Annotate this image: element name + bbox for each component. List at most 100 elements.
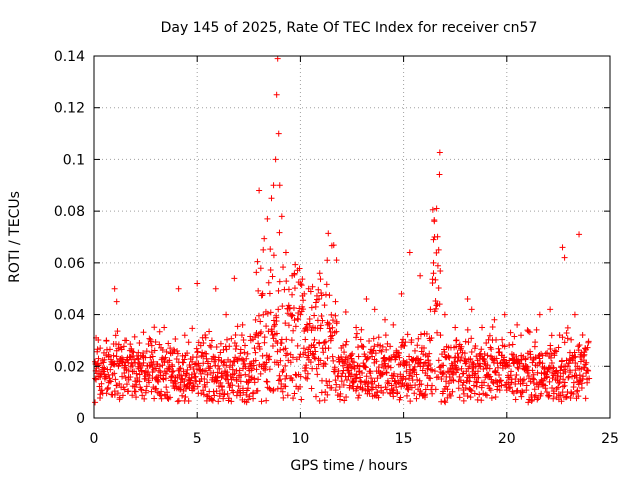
data-point [531,393,538,400]
data-point [153,385,160,392]
data-point [555,380,562,387]
data-point [519,388,526,395]
data-point [101,365,108,372]
data-point [317,276,324,283]
data-point [516,360,523,367]
data-point [340,382,347,389]
data-point [355,394,362,401]
data-point [152,338,159,345]
data-point [277,376,284,383]
data-point [420,351,427,358]
data-point [485,382,492,389]
data-point [441,398,448,405]
data-point [302,374,309,381]
data-point [158,395,165,402]
data-point [134,355,141,362]
data-point [398,290,405,297]
data-point [274,55,281,62]
data-point [113,298,120,305]
data-point [426,360,433,367]
data-point [533,326,540,333]
data-point [528,397,535,404]
data-point [229,382,236,389]
data-point [568,336,575,343]
data-point [549,369,556,376]
data-point [114,390,121,397]
y-tick-label: 0 [76,411,85,427]
data-point [342,308,349,315]
data-point [270,252,277,259]
data-point [236,367,243,374]
data-point [476,391,483,398]
data-point [430,270,437,277]
data-point [200,353,207,360]
data-point [395,361,402,368]
data-point [454,367,461,374]
data-point [323,281,330,288]
data-point [522,355,529,362]
data-point [302,336,309,343]
data-point [383,346,390,353]
data-point [548,360,555,367]
data-point [548,351,555,358]
data-point [299,276,306,283]
data-point [543,388,550,395]
data-point [112,376,119,383]
data-point [435,374,442,381]
data-point [151,347,158,354]
data-point [277,346,284,353]
data-point [304,321,311,328]
data-point [436,149,443,156]
data-point [549,385,556,392]
data-point [576,231,583,238]
data-point [282,320,289,327]
data-point [499,336,506,343]
data-point [390,321,397,328]
data-point [452,324,459,331]
data-point [492,369,499,376]
data-point [531,386,538,393]
data-point [92,399,99,406]
data-point [244,350,251,357]
data-point [504,361,511,368]
data-point [492,394,499,401]
data-point [570,384,577,391]
data-point [311,354,318,361]
data-point [165,340,172,347]
data-point [174,347,181,354]
data-point [580,373,587,380]
data-point [296,265,303,272]
data-point [563,329,570,336]
data-point [557,364,564,371]
data-point [390,393,397,400]
data-point [513,353,520,360]
data-point [526,329,533,336]
data-point [440,369,447,376]
data-point [159,347,166,354]
data-point [387,343,394,350]
data-point [234,323,241,330]
data-point [202,334,209,341]
data-point [319,317,326,324]
data-point [459,382,466,389]
data-point [284,392,291,399]
data-point [382,316,389,323]
data-point [416,377,423,384]
data-point [197,342,204,349]
data-point [324,257,331,264]
data-point [563,393,570,400]
data-point [432,386,439,393]
data-point [453,364,460,371]
data-point [364,387,371,394]
data-point [243,399,250,406]
data-point [163,384,170,391]
data-point [417,356,424,363]
data-point [355,353,362,360]
data-point [182,394,189,401]
data-point [220,346,227,353]
data-point [312,348,319,355]
data-point [283,336,290,343]
y-tick-label: 0.12 [54,101,85,117]
data-point [193,345,200,352]
data-point [514,321,521,328]
